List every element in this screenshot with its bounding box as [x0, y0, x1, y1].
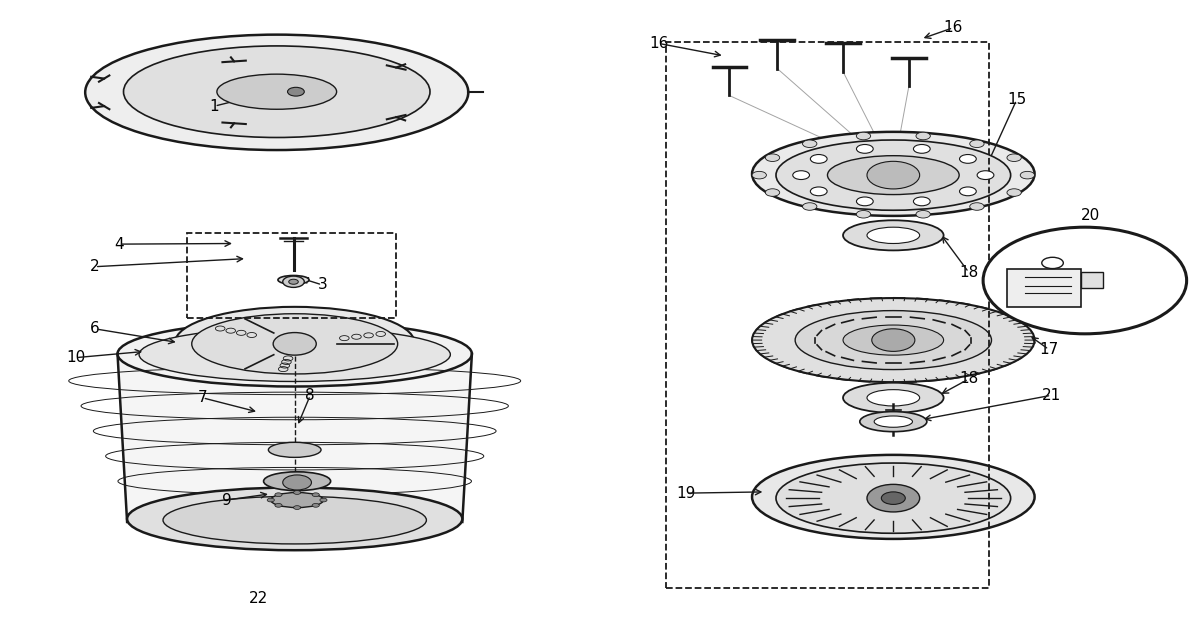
Bar	[1007, 269, 1081, 307]
Text: 21: 21	[1042, 388, 1061, 403]
Text: 6: 6	[90, 321, 100, 336]
Text: 18: 18	[959, 265, 978, 280]
Ellipse shape	[124, 46, 430, 137]
Polygon shape	[118, 354, 472, 522]
Circle shape	[970, 203, 984, 210]
Circle shape	[960, 154, 977, 163]
Ellipse shape	[752, 455, 1034, 539]
Ellipse shape	[796, 311, 991, 370]
Circle shape	[1042, 257, 1063, 268]
Ellipse shape	[844, 325, 943, 355]
Text: 16: 16	[649, 36, 668, 51]
Text: 15: 15	[1007, 93, 1026, 107]
Circle shape	[312, 503, 319, 507]
Circle shape	[960, 187, 977, 196]
Circle shape	[1007, 154, 1021, 161]
Text: 19: 19	[677, 486, 696, 501]
Ellipse shape	[269, 442, 322, 457]
Circle shape	[857, 210, 871, 218]
Circle shape	[275, 503, 282, 507]
Circle shape	[766, 154, 780, 161]
Text: 17: 17	[1039, 342, 1058, 357]
Circle shape	[857, 132, 871, 140]
Circle shape	[275, 493, 282, 496]
Ellipse shape	[866, 227, 919, 244]
Circle shape	[810, 154, 827, 163]
Text: 10: 10	[66, 350, 85, 365]
Text: 18: 18	[959, 372, 978, 386]
Circle shape	[916, 132, 930, 140]
Text: 8: 8	[306, 388, 316, 403]
Circle shape	[913, 197, 930, 206]
Ellipse shape	[85, 35, 468, 150]
Ellipse shape	[278, 275, 310, 284]
Circle shape	[977, 171, 994, 180]
Ellipse shape	[271, 493, 324, 508]
Circle shape	[916, 210, 930, 218]
Circle shape	[766, 189, 780, 197]
Ellipse shape	[175, 307, 414, 379]
Ellipse shape	[866, 389, 919, 406]
Ellipse shape	[163, 496, 426, 544]
Circle shape	[274, 333, 317, 355]
Ellipse shape	[118, 321, 472, 386]
Text: 9: 9	[222, 493, 232, 508]
Circle shape	[283, 475, 312, 490]
Circle shape	[881, 492, 905, 505]
Circle shape	[283, 276, 305, 287]
Circle shape	[970, 140, 984, 147]
Ellipse shape	[264, 472, 331, 491]
Text: 1: 1	[210, 99, 220, 113]
Text: 16: 16	[943, 20, 962, 35]
Circle shape	[1007, 189, 1021, 197]
Circle shape	[752, 171, 767, 179]
Circle shape	[857, 197, 874, 206]
Ellipse shape	[828, 156, 959, 195]
Ellipse shape	[776, 140, 1010, 210]
Bar	[666, 42, 989, 588]
Circle shape	[320, 498, 328, 502]
Circle shape	[289, 279, 299, 284]
Ellipse shape	[752, 132, 1034, 216]
Circle shape	[793, 171, 810, 180]
Ellipse shape	[776, 463, 1010, 533]
Circle shape	[871, 329, 914, 352]
Circle shape	[294, 491, 301, 495]
Circle shape	[866, 161, 919, 189]
Ellipse shape	[139, 328, 450, 382]
Ellipse shape	[844, 383, 943, 413]
Ellipse shape	[874, 416, 912, 427]
Circle shape	[288, 88, 305, 96]
Bar	[1081, 272, 1103, 288]
Ellipse shape	[192, 314, 397, 374]
Text: 7: 7	[198, 391, 208, 405]
Circle shape	[1020, 171, 1034, 179]
Circle shape	[294, 506, 301, 510]
Text: 3: 3	[317, 277, 328, 292]
Bar	[187, 234, 396, 318]
Text: 2: 2	[90, 259, 100, 274]
Text: 4: 4	[114, 237, 124, 251]
Ellipse shape	[859, 411, 926, 432]
Circle shape	[803, 203, 817, 210]
Circle shape	[312, 493, 319, 496]
Ellipse shape	[127, 488, 462, 550]
Circle shape	[857, 144, 874, 153]
Ellipse shape	[217, 74, 337, 109]
Text: 22: 22	[250, 591, 269, 606]
Circle shape	[803, 140, 817, 147]
Circle shape	[983, 227, 1187, 334]
Ellipse shape	[752, 298, 1034, 382]
Circle shape	[866, 484, 919, 512]
Circle shape	[810, 187, 827, 196]
Circle shape	[268, 498, 275, 502]
Text: 20: 20	[1081, 209, 1100, 224]
Ellipse shape	[844, 220, 943, 250]
Circle shape	[913, 144, 930, 153]
